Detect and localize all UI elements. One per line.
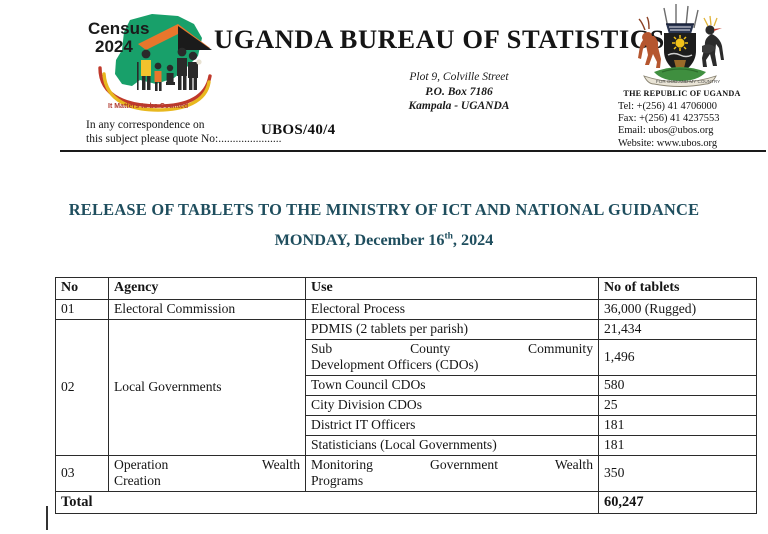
row-use: Sub County Community Development Officer… [305, 339, 599, 376]
table-row: Statisticians (Local Governments) 181 [56, 435, 757, 456]
margin-tick-mark [46, 506, 48, 530]
row-tablets: 36,000 (Rugged) [598, 299, 757, 320]
column-header-tablets: No of tablets [598, 277, 757, 300]
census-2024-logo: Census 2024 It Matters to be Counted [82, 4, 217, 114]
total-value: 60,247 [598, 491, 757, 514]
svg-text:2024: 2024 [95, 37, 133, 56]
svg-text:Census: Census [88, 19, 149, 38]
row-use: Monitoring Government Wealth Programs [305, 455, 599, 492]
row-use: City Division CDOs [305, 395, 599, 416]
column-header-no: No [55, 277, 109, 300]
row-use-line-1: Sub County Community [311, 341, 593, 356]
row-tablets: 181 [598, 415, 757, 436]
subtitle-prefix: MONDAY, December 16 [274, 231, 445, 249]
quote-line-1: In any correspondence on [86, 119, 205, 131]
tablets-release-table: No Agency Use No of tablets 01 Electoral… [55, 277, 757, 514]
subtitle-ordinal: th [444, 231, 453, 242]
header-divider [60, 150, 766, 152]
row-agency-line-1: Operation Wealth [114, 457, 300, 472]
quote-line-2: this subject please quote No:...........… [86, 132, 282, 145]
row-use-line-2: Programs [311, 473, 364, 488]
letterhead: Census 2024 It Matters to be Counted UGA… [0, 0, 768, 152]
row-agency: Operation Wealth Creation [108, 455, 306, 492]
table-row: 02 Local Governments PDMIS (2 tablets pe… [55, 319, 757, 456]
page-title: RELEASE OF TABLETS TO THE MINISTRY OF IC… [68, 200, 700, 219]
table-total-row: Total 60,247 [55, 491, 757, 514]
quote-reference-block: In any correspondence on this subject pl… [86, 119, 281, 146]
row-use: Town Council CDOs [305, 375, 599, 396]
row-tablets: 21,434 [598, 319, 757, 340]
contact-fax: Fax: +(256) 41 4237553 [618, 113, 720, 125]
row-tablets: 1,496 [598, 339, 757, 376]
coat-of-arms-caption: THE REPUBLIC OF UGANDA [623, 89, 741, 98]
row-agency-line-2: Creation [114, 473, 161, 488]
table-row: 01 Electoral Commission Electoral Proces… [55, 299, 757, 320]
table-row: 03 Operation Wealth Creation Monitoring … [55, 455, 757, 492]
table-row: Sub County Community Development Officer… [56, 339, 757, 376]
address-line-2: P.O. Box 7186 [425, 85, 493, 98]
row-tablets: 580 [598, 375, 757, 396]
address-line-3: Kampala - UGANDA [408, 100, 510, 112]
row-agency: Electoral Commission [108, 299, 306, 320]
contact-email: Email: ubos@ubos.org [618, 125, 714, 137]
row-tablets: 350 [598, 455, 757, 492]
svg-text:FOR GOD AND MY COUNTRY: FOR GOD AND MY COUNTRY [656, 79, 720, 84]
postal-address: Plot 9, Colville Street P.O. Box 7186 Ka… [334, 70, 584, 114]
contact-website: Website: www.ubos.org [618, 137, 718, 149]
row-no: 01 [55, 299, 109, 320]
row-no: 02 [55, 319, 109, 456]
page-subtitle: MONDAY, December 16th, 2024 [0, 231, 768, 250]
row-use-line-2: Development Officers (CDOs) [311, 357, 479, 372]
row-use-line-1: Monitoring Government Wealth [311, 457, 593, 472]
total-label: Total [55, 491, 599, 514]
uganda-coat-of-arms: FOR GOD AND MY COUNTRY [618, 2, 742, 88]
subtitle-suffix: , 2024 [452, 231, 494, 249]
column-header-use: Use [305, 277, 599, 300]
organisation-name: UGANDA BUREAU OF STATISTICS [214, 24, 665, 54]
contact-tel: Tel: +(256) 41 4706000 [618, 101, 717, 112]
row-tablets: 25 [598, 395, 757, 416]
table-row: District IT Officers 181 [56, 415, 757, 436]
column-header-agency: Agency [108, 277, 306, 300]
row-use: District IT Officers [305, 415, 599, 436]
row-use: PDMIS (2 tablets per parish) [305, 319, 599, 340]
address-line-1: Plot 9, Colville Street [409, 71, 509, 83]
table-row: City Division CDOs 25 [56, 395, 757, 416]
table-header-row: No Agency Use No of tablets [55, 277, 757, 300]
row-use: Electoral Process [305, 299, 599, 320]
row-tablets: 181 [598, 435, 757, 456]
row-use: Statisticians (Local Governments) [305, 435, 599, 456]
reference-number: UBOS/40/4 [261, 122, 336, 138]
row-agency: Local Governments [108, 319, 306, 456]
contact-details: Tel: +(256) 41 4706000 Fax: +(256) 41 42… [618, 101, 719, 150]
row-no: 03 [55, 455, 109, 492]
svg-text:It Matters to be Counted: It Matters to be Counted [108, 103, 188, 110]
